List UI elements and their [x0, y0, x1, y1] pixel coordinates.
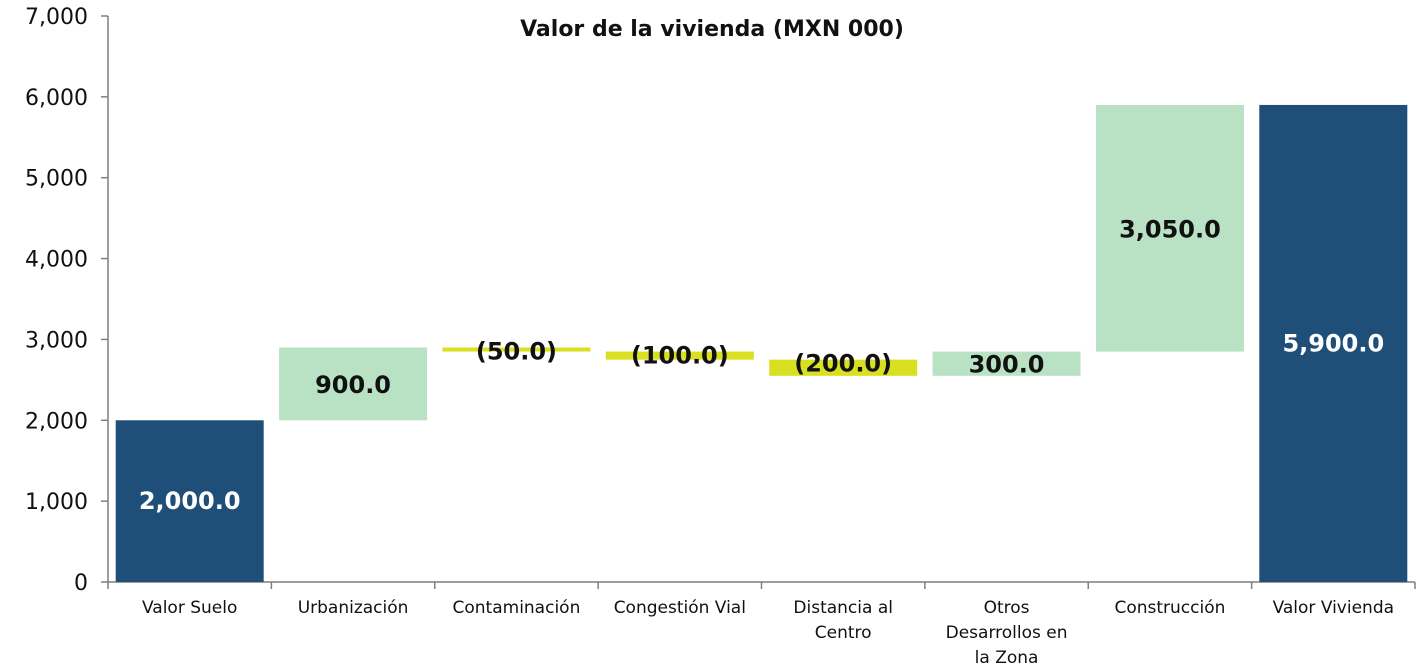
y-tick-label: 4,000: [25, 248, 88, 273]
x-tick-label: Valor Vivienda: [1273, 598, 1394, 618]
x-tick-label: Urbanización: [298, 598, 409, 618]
bar-decrease: [769, 359, 918, 376]
x-tick-label-line: Urbanización: [298, 598, 409, 618]
bars-group: [115, 104, 1408, 582]
x-tick-label: Contaminación: [453, 598, 581, 618]
y-tick-label: 1,000: [25, 490, 88, 515]
data-label: (200.0): [794, 350, 892, 378]
x-tick-label: Distancia al Centro: [793, 598, 893, 643]
y-tick-label: 3,000: [25, 328, 88, 353]
x-tick-label-line: Congestión Vial: [614, 598, 746, 618]
bar-decrease: [442, 347, 591, 352]
x-tick-label-line: Distancia al: [793, 598, 893, 618]
x-axis: Valor Suelo Urbanización Contaminación Cong…: [107, 581, 1416, 668]
data-label: (100.0): [631, 342, 729, 370]
bar-decrease: [605, 351, 754, 360]
x-tick-label-line: Desarrollos en: [946, 623, 1068, 643]
y-tick-label: 7,000: [25, 5, 88, 30]
bar-total: [115, 420, 264, 582]
x-tick-label-line: Valor Suelo: [142, 598, 237, 618]
x-tick-label: Otros Desarrollos en la Zona: [946, 598, 1068, 668]
data-label: 2,000.0: [139, 487, 241, 515]
data-label: (50.0): [476, 338, 557, 366]
data-label: 900.0: [315, 371, 391, 399]
bar-increase: [1095, 104, 1244, 352]
y-tick-label: 2,000: [25, 409, 88, 434]
x-tick-label-line: la Zona: [975, 648, 1039, 668]
data-labels-group: 2,000.0 900.0 (50.0) (100.0) (200.0) 300.0 3,0…: [139, 215, 1384, 515]
bar-increase: [932, 351, 1081, 376]
bar-increase: [279, 347, 428, 421]
y-tick-label: 6,000: [25, 86, 88, 111]
data-label: 3,050.0: [1119, 215, 1221, 243]
x-tick-label: Valor Suelo: [142, 598, 237, 618]
y-tick-label: 0: [74, 571, 88, 596]
x-tick-label-line: Construcción: [1114, 598, 1225, 618]
data-label: 300.0: [969, 351, 1045, 379]
y-tick-label: 5,000: [25, 167, 88, 192]
data-label: 5,900.0: [1282, 329, 1384, 357]
x-tick-label: Congestión Vial: [614, 598, 746, 618]
x-tick-label-line: Valor Vivienda: [1273, 598, 1394, 618]
y-axis: 0 1,000 2,000 3,000 4,000 5,000 6,000 7,000: [25, 5, 109, 596]
x-tick-label-line: Centro: [815, 623, 872, 643]
x-tick-label-line: Otros: [984, 598, 1030, 618]
x-tick-label-line: Contaminación: [453, 598, 581, 618]
bar-total: [1259, 104, 1408, 582]
chart-title: Valor de la vivienda (MXN 000): [520, 17, 904, 42]
x-tick-label: Construcción: [1114, 598, 1225, 618]
